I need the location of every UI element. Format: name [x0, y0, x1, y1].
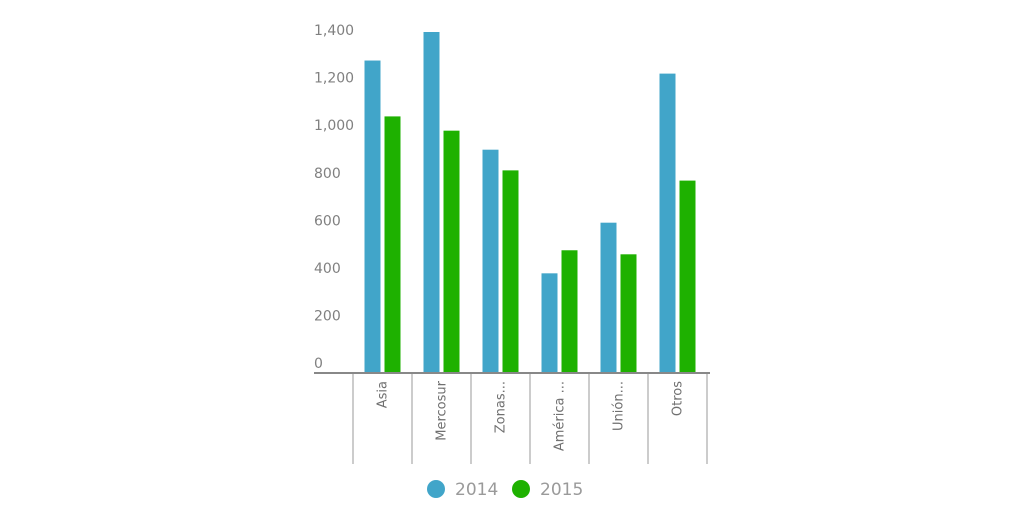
y-axis-ticks: 0 200 400 600 800 1,000 1,200 1,400 [314, 23, 354, 372]
y-tick-label: 800 [314, 166, 341, 182]
category-dividers [352, 374, 708, 464]
bar-2015 [679, 180, 696, 372]
y-tick-label: 600 [314, 213, 341, 229]
bars [364, 32, 696, 373]
category-labels: Asia Mercosur Zonas... América ... Unión... O… [376, 380, 686, 451]
category-label: Zonas... [494, 381, 509, 433]
bar-2015 [443, 130, 460, 372]
bar-2014 [600, 222, 617, 372]
y-tick-label: 1,400 [314, 23, 354, 39]
bar-2015 [384, 116, 401, 372]
y-tick-label: 1,200 [314, 71, 354, 87]
y-tick-label: 1,000 [314, 118, 354, 134]
category-label: Mercosur [435, 380, 450, 440]
legend-marker-2014 [427, 480, 445, 498]
legend-label: 2014 [455, 480, 498, 500]
category-label: Asia [376, 381, 391, 408]
legend-label: 2015 [540, 480, 583, 500]
legend: 2014 2015 [427, 480, 583, 500]
category-label: América ... [553, 381, 568, 451]
bar-2014 [659, 73, 676, 372]
category-label: Otros [671, 381, 686, 416]
legend-marker-2015 [512, 480, 530, 498]
y-tick-label: 200 [314, 308, 341, 324]
category-label: Unión... [612, 381, 627, 431]
bar-2015 [502, 170, 519, 372]
y-tick-label: 0 [314, 356, 323, 372]
bar-2015 [561, 250, 578, 372]
bar-2014 [423, 32, 440, 372]
bar-2014 [364, 60, 381, 373]
y-tick-label: 400 [314, 261, 341, 277]
bar-2014 [482, 149, 499, 372]
bar-2015 [620, 254, 637, 372]
bar-2014 [541, 273, 558, 372]
